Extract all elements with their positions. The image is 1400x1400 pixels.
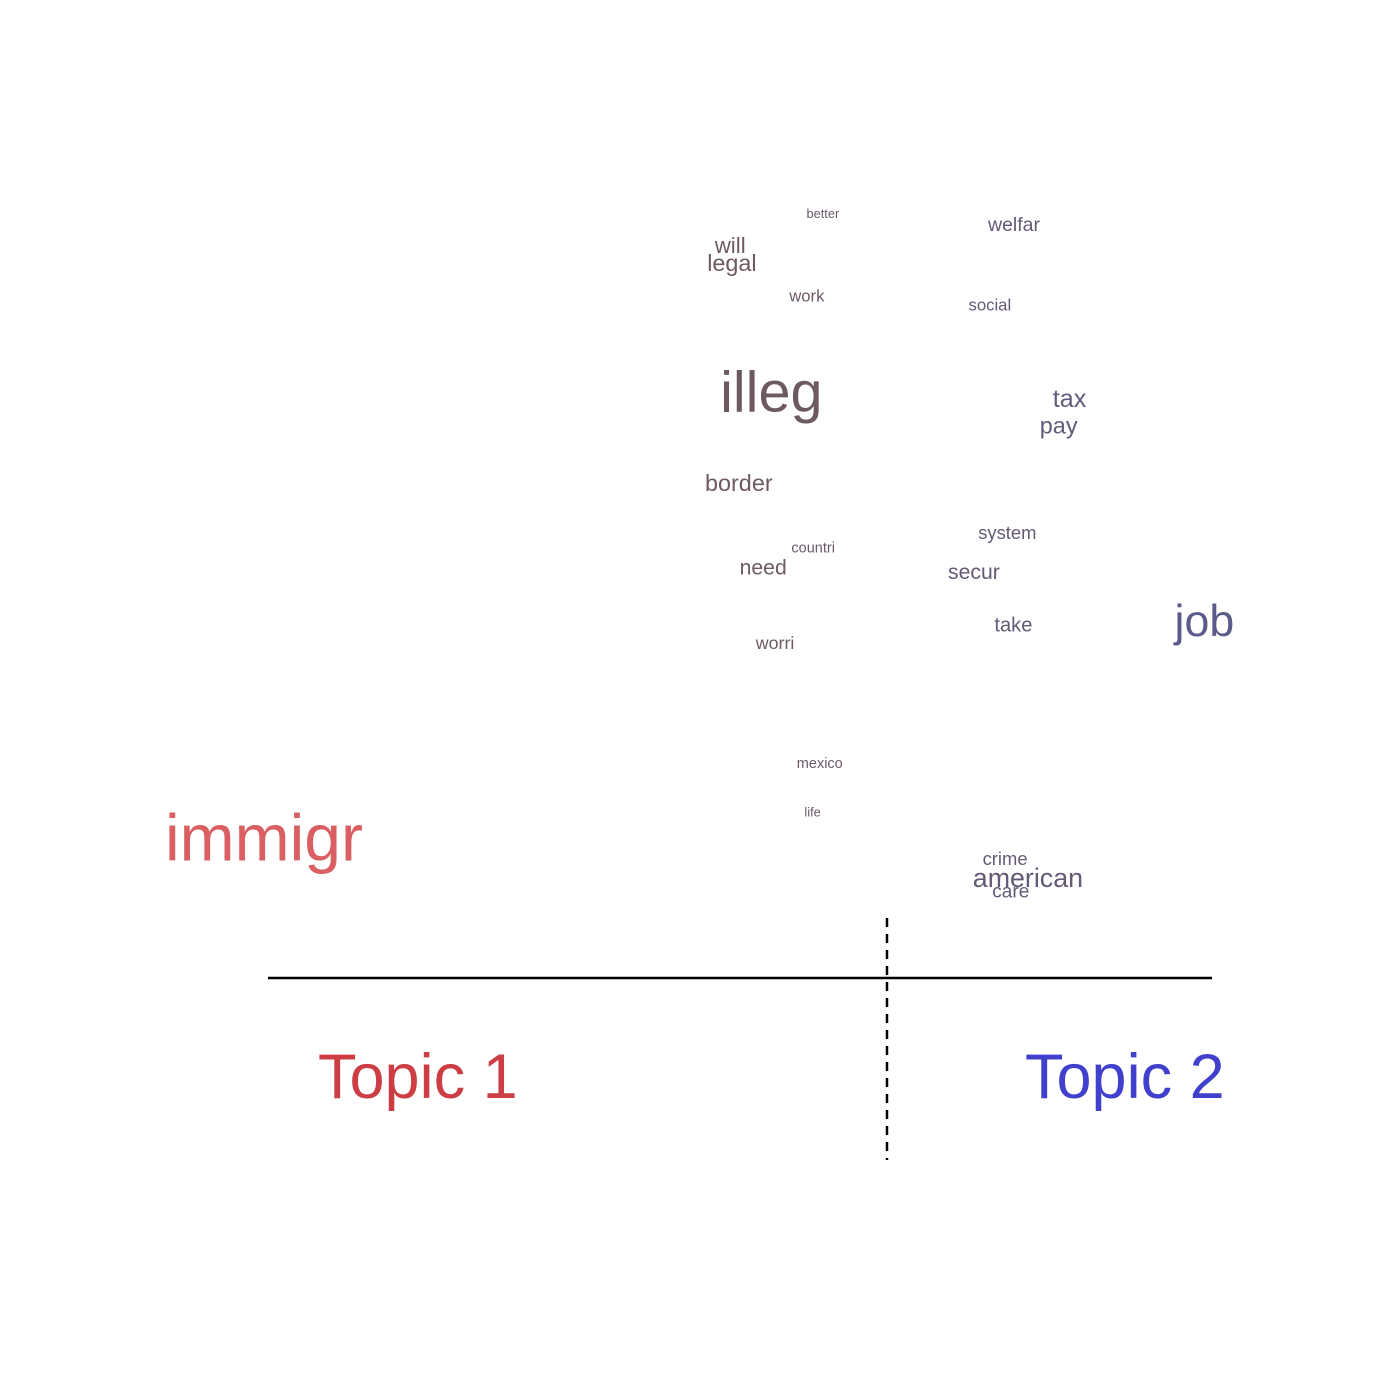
word-welfar: welfar [987,214,1041,236]
word-job: job [1173,597,1235,646]
topic-1-label: Topic 1 [318,1042,518,1112]
word-social: social [969,295,1012,314]
word-need: need [740,556,787,579]
topic-2-label: Topic 2 [1025,1042,1225,1112]
word-work: work [788,287,825,306]
word-will: will [714,233,746,258]
word-life: life [804,804,820,819]
word-system: system [978,522,1036,543]
word-better: better [807,206,840,221]
word-care: care [992,881,1029,902]
word-crime: crime [983,848,1028,869]
word-immigr: immigr [165,800,363,874]
word-worri: worri [755,633,795,653]
word-mexico: mexico [797,756,843,772]
word-legal: legal [707,250,756,276]
word-pay: pay [1040,413,1078,439]
word-illeg: illeg [720,361,822,425]
word-tax: tax [1053,385,1087,413]
word-take: take [994,615,1032,637]
word-border: border [705,470,773,496]
word-secur: secur [948,561,1000,584]
word-american: american [973,863,1083,893]
word-countri: countri [791,540,835,556]
